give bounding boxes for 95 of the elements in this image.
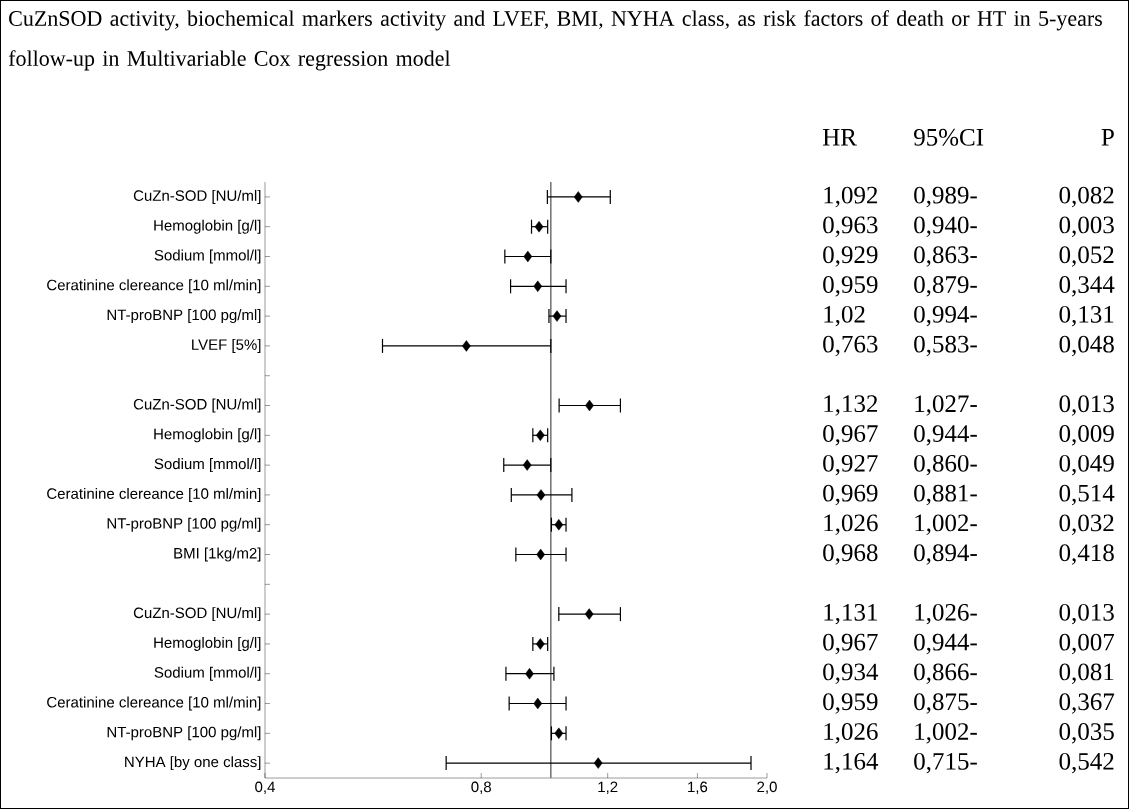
text: 0,763 xyxy=(823,335,878,357)
text: 0,860- xyxy=(914,454,977,476)
text: 0,894- xyxy=(914,544,977,565)
text: 0,035 xyxy=(1059,723,1114,744)
point xyxy=(552,310,562,322)
y-tick-label: Hemoglobin [g/l] xyxy=(154,219,261,234)
text: 0,032 xyxy=(1059,514,1114,535)
text: 0,013 xyxy=(1059,603,1114,625)
text: 1,131 xyxy=(824,603,877,625)
text: 0,968 xyxy=(823,544,878,565)
text: 0,967 xyxy=(823,425,878,446)
text: 0,879- xyxy=(914,276,977,297)
text: 1,02 xyxy=(824,305,865,327)
text: 0,994- xyxy=(914,305,977,327)
text: 0,969 xyxy=(823,484,878,506)
text: 0,418 xyxy=(1059,544,1114,565)
text: 0,081 xyxy=(1059,663,1114,684)
y-tick-label: Sodium [mmol/l] xyxy=(154,458,261,473)
y-tick-label: Hemoglobin [g/l] xyxy=(154,636,261,651)
point xyxy=(584,608,594,620)
point xyxy=(536,489,546,501)
point xyxy=(554,727,564,740)
y-tick-label: BMI [1kg/m2] xyxy=(174,547,261,562)
x-tick-label: 1,6 xyxy=(688,781,708,794)
text: 0,049 xyxy=(1059,454,1114,476)
x-tick-label: 0,8 xyxy=(471,781,491,794)
x-tick-label: 2,0 xyxy=(757,781,777,794)
text: 0,875- xyxy=(914,693,977,714)
y-tick-label: Hemoglobin [g/l] xyxy=(154,428,261,443)
text: 1,026 xyxy=(824,514,878,535)
text: 0,048 xyxy=(1059,335,1114,357)
y-tick-label: CuZn-SOD [NU/ml] xyxy=(133,607,261,622)
text: 0,989- xyxy=(914,186,977,208)
text: 0,583- xyxy=(914,335,977,357)
point xyxy=(522,459,532,471)
point xyxy=(554,519,564,531)
text: 1,002- xyxy=(915,723,977,744)
text: 95%CI xyxy=(914,128,984,146)
y-tick-label: Sodium [mmol/l] xyxy=(154,249,261,264)
text: 0,959 xyxy=(823,276,878,297)
text: 0,007 xyxy=(1059,633,1115,655)
text: 0,944- xyxy=(914,633,977,655)
text: 1,164 xyxy=(824,752,879,774)
text: 0,013 xyxy=(1059,395,1114,416)
y-tick-label: Ceratinine clereance [10 ml/min] xyxy=(47,696,261,711)
text: 0,863- xyxy=(914,246,977,267)
y-tick-label: Ceratinine clereance [10 ml/min] xyxy=(47,279,261,294)
text: 0,715- xyxy=(914,752,977,774)
point xyxy=(593,757,603,769)
text: 1,027- xyxy=(915,395,977,416)
y-tick-label: NYHA [by one class] xyxy=(125,756,261,771)
text: 0,929 xyxy=(823,246,878,267)
text: 0,940- xyxy=(914,216,977,237)
text: 0,542 xyxy=(1059,752,1114,774)
text: 0,082 xyxy=(1059,186,1114,208)
y-tick-label: LVEF [5%] xyxy=(192,338,261,353)
text: P xyxy=(1101,129,1114,146)
y-tick-label: Ceratinine clereance [10 ml/min] xyxy=(47,487,261,502)
y-tick-label: NT-proBNP [100 pg/ml] xyxy=(107,726,261,741)
point xyxy=(534,221,544,233)
text: 1,132 xyxy=(824,395,878,416)
text: 0,367 xyxy=(1059,693,1115,714)
text: 0,934 xyxy=(823,663,879,684)
y-tick-label: NT-proBNP [100 pg/ml] xyxy=(107,309,261,324)
point xyxy=(525,668,534,680)
x-tick-label: 1,2 xyxy=(598,781,618,794)
text: 0,131 xyxy=(1059,305,1114,327)
text: 0,003 xyxy=(1059,216,1114,237)
y-tick-label: Sodium [mmol/l] xyxy=(154,666,261,681)
y-tick-label: CuZn-SOD [NU/ml] xyxy=(133,398,261,413)
text: 0,344 xyxy=(1059,276,1115,297)
point xyxy=(536,638,545,650)
text: 0,514 xyxy=(1059,484,1115,506)
text: 0,866- xyxy=(914,663,977,684)
point xyxy=(523,250,533,263)
text: 0,009 xyxy=(1059,425,1114,446)
text: 0,963 xyxy=(823,216,878,237)
text: 0,927 xyxy=(823,454,878,476)
point xyxy=(533,280,543,293)
text: 1,092 xyxy=(824,186,878,208)
y-tick-label: NT-proBNP [100 pg/ml] xyxy=(107,517,261,532)
text: 0,944- xyxy=(914,425,977,446)
chart-title: CuZnSOD activity, biochemical markers activity and LVEF, BMI, NYHA class, as risk factors of death or HT in 5-years follow-up in Multivariable Cox regression model xyxy=(8,10,1102,71)
x-tick-label: 0,4 xyxy=(255,781,275,794)
text: 1,026- xyxy=(915,603,977,625)
point xyxy=(573,191,583,203)
y-tick-label: CuZn-SOD [NU/ml] xyxy=(133,189,261,204)
text: 0,967 xyxy=(823,633,878,655)
text: HR xyxy=(822,129,857,146)
text: 0,959 xyxy=(823,693,878,714)
text: 1,026 xyxy=(824,723,878,744)
text: 1,002- xyxy=(915,514,977,535)
point xyxy=(533,697,543,710)
text: 0,881- xyxy=(914,484,977,506)
text: 0,052 xyxy=(1059,246,1114,267)
